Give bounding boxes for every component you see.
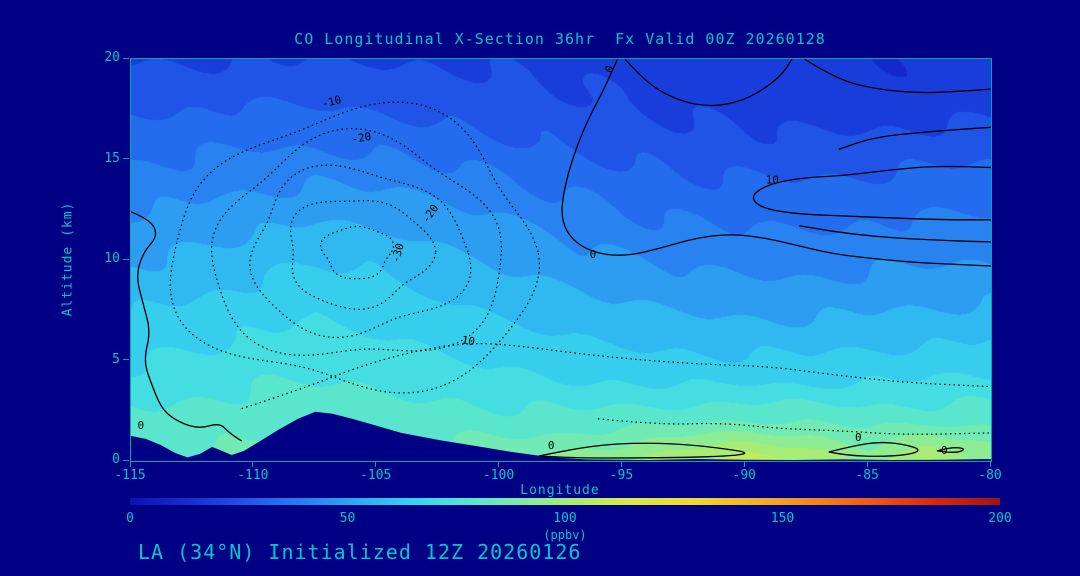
colorbar-tick-label: 200: [988, 511, 1012, 526]
x-tick-mark: [620, 462, 622, 467]
contour-label: -20: [419, 202, 441, 226]
contour-line-solid: [803, 59, 991, 94]
x-tick-mark: [129, 462, 131, 467]
x-tick-label: -90: [732, 468, 757, 483]
x-tick-label: -115: [114, 468, 146, 483]
contour-line-solid: [561, 59, 991, 267]
x-tick-label: -80: [978, 468, 1002, 483]
colorbar-tick-label: 0: [126, 511, 134, 526]
contour-label: 0: [855, 431, 862, 444]
colorbar-units: (ppbv): [543, 528, 587, 542]
y-tick-label: 15: [104, 150, 120, 166]
contour-label: 10: [766, 174, 779, 187]
init-label: LA (34°N) Initialized 12Z 20260126: [138, 540, 582, 564]
contour-line-dotted: [290, 200, 437, 310]
x-tick-mark: [375, 462, 377, 467]
colorbar: [130, 498, 1000, 505]
x-tick-mark: [743, 462, 745, 467]
filled-contour-field: [131, 59, 991, 461]
contour-label: -10: [320, 93, 343, 111]
contour-line-dotted: [597, 418, 991, 435]
y-tick-mark: [123, 158, 129, 159]
terrain-silhouette: [131, 411, 991, 461]
x-tick-label: -95: [609, 468, 634, 483]
contour-line-solid: [131, 211, 242, 442]
contour-line-solid: [538, 442, 746, 459]
y-tick-mark: [123, 258, 129, 260]
y-tick-mark: [123, 359, 129, 360]
x-axis-label: Longitude: [520, 483, 600, 498]
x-tick-mark: [866, 462, 868, 467]
x-tick-label: -105: [360, 468, 392, 483]
contour-line-solid: [752, 165, 991, 221]
x-tick-label: -110: [237, 468, 269, 483]
contour-line-solid: [624, 59, 793, 107]
y-tick-mark: [123, 57, 129, 59]
colorbar-tick-label: 100: [553, 511, 577, 526]
contour-line-dotted: [211, 128, 502, 356]
y-tick-label: 5: [112, 351, 120, 367]
x-tick-label: -85: [855, 468, 879, 483]
x-tick-mark: [498, 462, 500, 467]
contour-label: 0: [138, 419, 145, 432]
y-tick-label: 20: [104, 50, 120, 65]
contour-label: -20: [350, 130, 372, 146]
plot-area: -10 -20 -20 -30 10 0 0 10 0 0 0 0: [130, 58, 992, 462]
x-tick-label: -100: [482, 468, 515, 483]
contour-line-dotted: [241, 343, 991, 410]
contour-line-solid: [838, 126, 991, 151]
y-tick-label: 10: [104, 251, 120, 266]
contour-line-solid: [828, 441, 919, 457]
x-tick-mark: [252, 462, 254, 467]
contour-line-dotted: [169, 101, 540, 394]
contour-label: 0: [548, 439, 555, 452]
chart-title: CO Longitudinal X-Section 36hr Fx Valid …: [294, 30, 826, 48]
contour-line-solid: [799, 225, 991, 243]
y-axis-label: Altitude (km): [60, 201, 76, 317]
x-tick-mark: [989, 462, 991, 467]
contour-label: 0: [590, 248, 597, 261]
contour-line-dotted: [320, 225, 395, 280]
colorbar-tick-label: 150: [770, 511, 795, 526]
colorbar-tick-label: 50: [339, 511, 356, 526]
y-tick-mark: [123, 459, 129, 461]
contour-label: 0: [941, 444, 948, 457]
contour-line-solid: [936, 447, 965, 453]
y-tick-label: 0: [112, 452, 120, 467]
contour-label: 10: [461, 333, 476, 348]
contour-line-dotted: [249, 164, 472, 339]
contour-label: -30: [389, 242, 407, 265]
